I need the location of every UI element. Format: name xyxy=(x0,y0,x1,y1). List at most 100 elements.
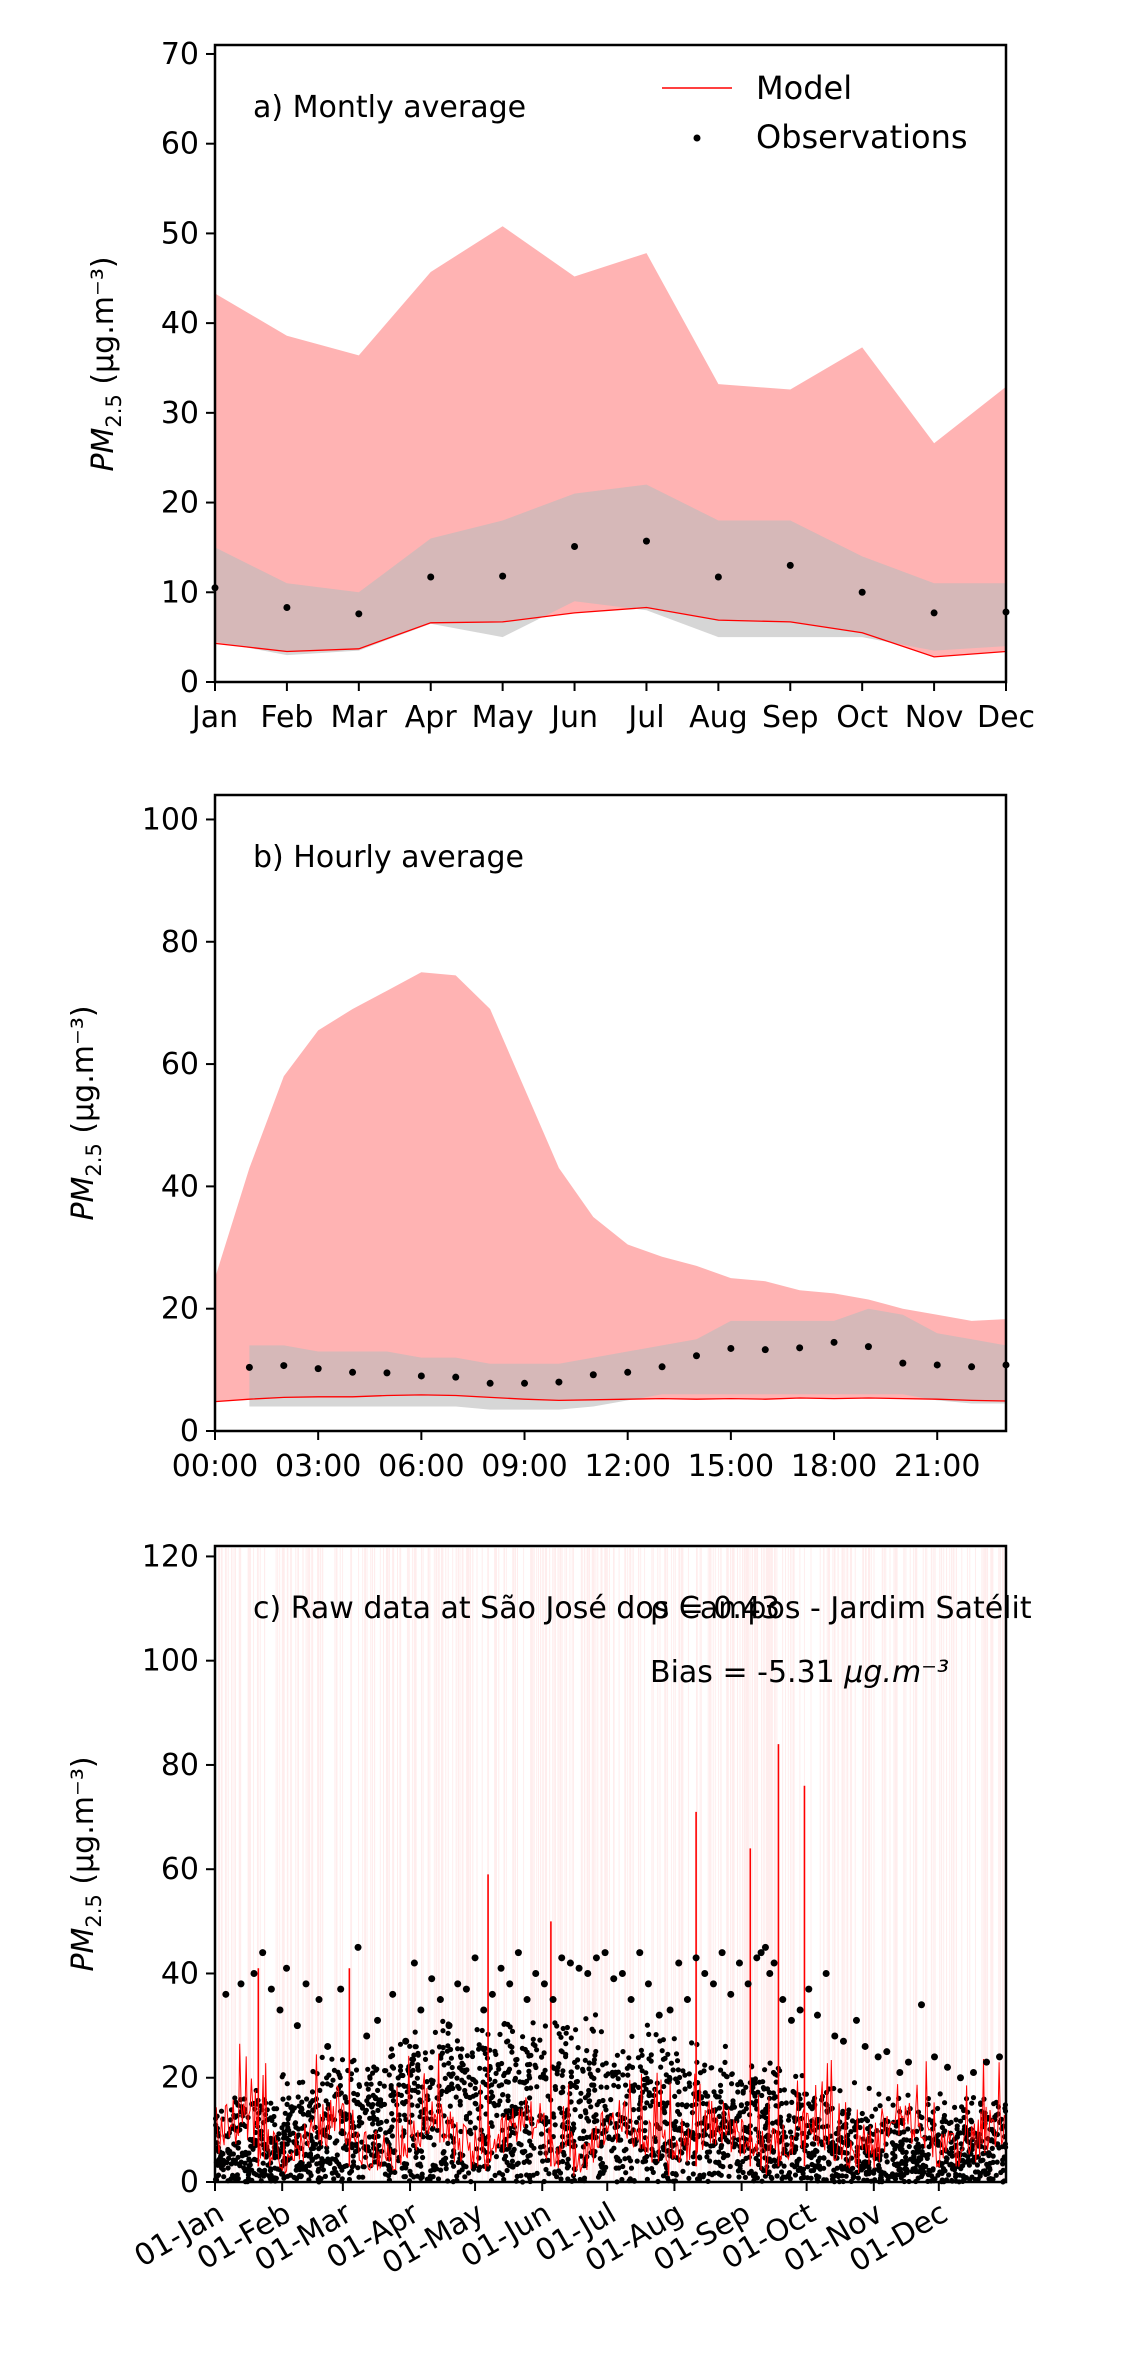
hourly-x-tick-label: 06:00 xyxy=(378,1449,464,1484)
raw-observation-point xyxy=(532,1969,540,1977)
raw-observation-point xyxy=(283,1964,291,1972)
raw-observation-point xyxy=(839,2037,847,2045)
raw-observation-point xyxy=(558,1954,566,1962)
hourly-y-tick-label: 60 xyxy=(161,1047,199,1082)
raw-observation-point xyxy=(956,2074,964,2082)
monthly-observation-point xyxy=(427,573,435,581)
hourly-x-tick-label: 18:00 xyxy=(791,1449,877,1484)
raw-observation-point xyxy=(250,1969,258,1977)
raw-observation-point xyxy=(852,2016,860,2024)
raw-observation-point xyxy=(896,2069,904,2077)
raw-correlation-text: ρ = 0.43 xyxy=(650,1591,780,1626)
hourly-model-band xyxy=(215,972,1006,1402)
hourly-observation-point xyxy=(417,1372,425,1380)
hourly-observation-point xyxy=(555,1378,563,1386)
raw-y-tick-label: 100 xyxy=(142,1644,199,1679)
raw-observation-point xyxy=(666,2006,674,2014)
raw-observation-point xyxy=(969,2069,977,2077)
monthly-y-tick-label: 20 xyxy=(161,486,199,521)
raw-observation-point xyxy=(237,1980,245,1988)
raw-observation-point xyxy=(222,1990,230,1998)
hourly-plot-frame xyxy=(213,793,1008,1433)
raw-observation-point xyxy=(410,1959,418,1967)
raw-model-line xyxy=(214,2043,1007,2177)
hourly-x-tick-label: 21:00 xyxy=(894,1449,980,1484)
raw-observation-point xyxy=(805,1985,813,1993)
raw-observation-point xyxy=(601,1949,609,1957)
raw-observation-point xyxy=(709,1980,717,1988)
raw-y-tick-label: 0 xyxy=(180,2165,199,2200)
hourly-y-tick-label: 100 xyxy=(142,802,199,837)
hourly-y-axis-label: PM2.5 (μg.m⁻³) xyxy=(66,1005,106,1220)
raw-observation-point xyxy=(610,1975,618,1983)
raw-observation-point xyxy=(445,2022,453,2030)
panel-hourly-average: 0 20 40 60 80 100 00:00 03:00 06:00 09:00 12:00 15:… xyxy=(66,793,1010,1484)
hourly-observation-point xyxy=(486,1379,494,1387)
monthly-x-tick-label: Apr xyxy=(405,700,458,735)
monthly-legend: Model Observations xyxy=(662,69,968,156)
raw-observation-point xyxy=(655,2011,663,2019)
raw-observation-point xyxy=(757,1949,765,1957)
raw-observation-point xyxy=(480,2006,488,2014)
monthly-axes: 0 10 20 30 40 50 60 70 Jan Feb Mar Apr May Jun Jul Aug S… xyxy=(161,37,1035,735)
raw-observation-point xyxy=(813,2011,821,2019)
raw-observation-point xyxy=(636,1949,644,1957)
raw-observation-point xyxy=(428,1975,436,1983)
hourly-model-line xyxy=(214,1394,1007,1403)
hourly-observation-point xyxy=(933,1361,941,1369)
hourly-observation-point xyxy=(830,1338,838,1346)
raw-observation-point xyxy=(779,1996,787,2004)
raw-observation-point xyxy=(584,1969,592,1977)
hourly-y-tick-label: 80 xyxy=(161,925,199,960)
raw-observation-point xyxy=(675,1959,683,1967)
raw-observation-point xyxy=(363,2032,371,2040)
monthly-observation-point xyxy=(858,588,866,596)
hourly-observation-point xyxy=(658,1363,666,1371)
hourly-marks xyxy=(214,1338,1010,1403)
hourly-observation-point xyxy=(521,1379,529,1387)
raw-y-axis-label: PM2.5 (μg.m⁻³) xyxy=(66,1756,106,1971)
raw-observation-point xyxy=(540,1980,548,1988)
raw-observation-point xyxy=(904,2058,912,2066)
raw-observation-point xyxy=(402,2037,410,2045)
raw-observation-point xyxy=(930,2053,938,2061)
monthly-x-tick-label: Nov xyxy=(905,700,964,735)
raw-observation-point xyxy=(374,2016,382,2024)
hourly-x-tick-label: 09:00 xyxy=(481,1449,567,1484)
raw-observation-point xyxy=(497,1964,505,1972)
panel-monthly-average: 0 10 20 30 40 50 60 70 Jan Feb Mar Apr May Jun Jul Aug S… xyxy=(86,37,1035,735)
monthly-y-axis-label: PM2.5 (μg.m⁻³) xyxy=(86,256,126,471)
raw-observation-point xyxy=(488,1990,496,1998)
monthly-observation-point xyxy=(714,573,722,581)
monthly-y-tick-label: 60 xyxy=(161,127,199,162)
monthly-x-tick-label: Dec xyxy=(977,700,1035,735)
monthly-x-tick-label: Aug xyxy=(689,700,748,735)
monthly-x-tick-label: Sep xyxy=(762,700,819,735)
raw-observation-point xyxy=(766,1969,774,1977)
hourly-y-tick-label: 0 xyxy=(180,1414,199,1449)
raw-observation-point xyxy=(354,1943,362,1951)
raw-observation-point xyxy=(683,1996,691,2004)
raw-observation-point xyxy=(735,1959,743,1967)
monthly-y-tick-label: 0 xyxy=(180,665,199,700)
monthly-y-tick-label: 10 xyxy=(161,575,199,610)
monthly-annotation: a) Montly average xyxy=(253,90,526,125)
hourly-observation-point xyxy=(349,1368,357,1376)
raw-observation-point xyxy=(787,2016,795,2024)
monthly-y-tick-label: 40 xyxy=(161,306,199,341)
hourly-observation-point xyxy=(761,1346,769,1354)
raw-y-tick-label: 80 xyxy=(161,1748,199,1783)
raw-observation-point xyxy=(982,2058,990,2066)
hourly-observation-point xyxy=(899,1359,907,1367)
raw-observation-point xyxy=(324,2042,332,2050)
raw-observation-cloud xyxy=(212,2012,1009,2185)
hourly-observation-point xyxy=(245,1363,253,1371)
raw-observation-point xyxy=(471,1954,479,1962)
monthly-x-tick-label: Jun xyxy=(549,700,598,735)
hourly-x-tick-label: 15:00 xyxy=(688,1449,774,1484)
monthly-y-tick-label: 50 xyxy=(161,216,199,251)
hourly-y-tick-label: 40 xyxy=(161,1169,199,1204)
hourly-observation-point xyxy=(864,1343,872,1351)
monthly-observation-point xyxy=(571,543,579,551)
raw-observation-point xyxy=(575,1964,583,1972)
